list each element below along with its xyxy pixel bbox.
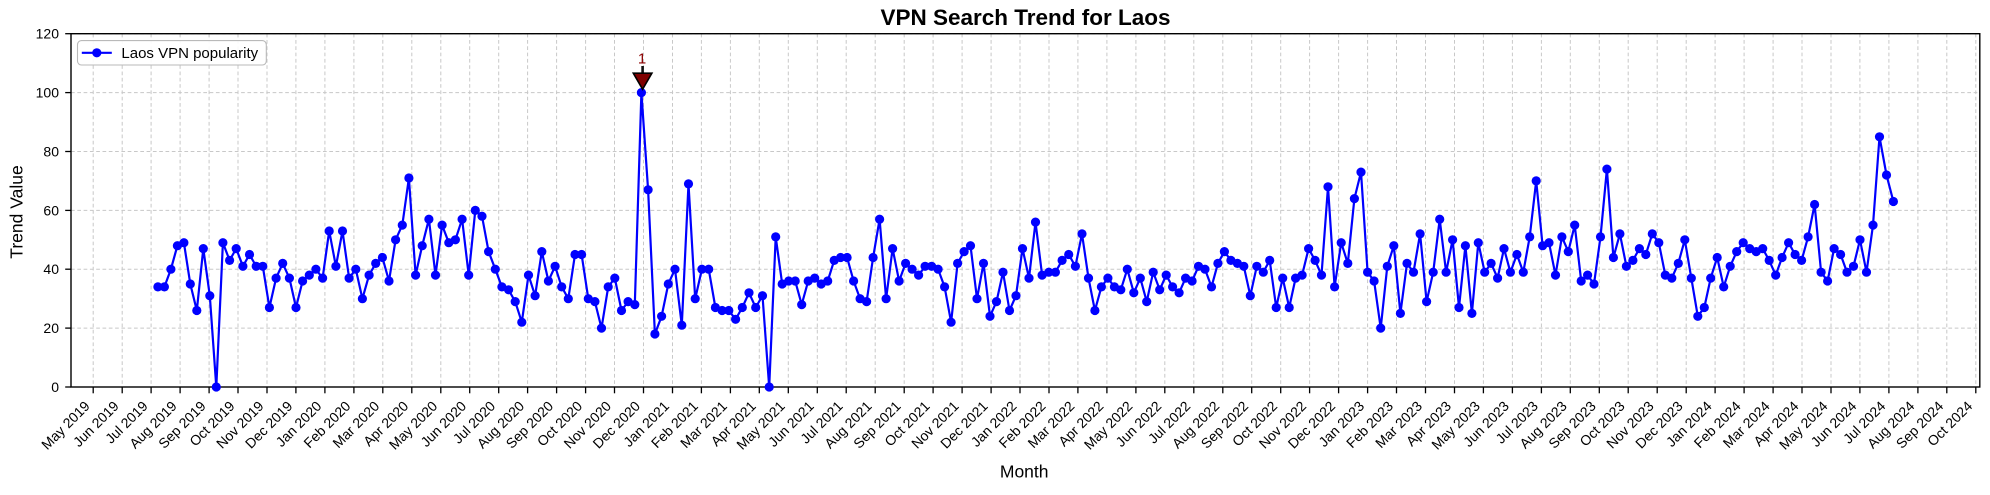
svg-text:100: 100 bbox=[36, 85, 60, 101]
svg-text:40: 40 bbox=[43, 261, 59, 277]
svg-text:20: 20 bbox=[43, 320, 59, 336]
svg-text:1: 1 bbox=[638, 50, 646, 67]
svg-text:120: 120 bbox=[36, 26, 60, 42]
svg-text:0: 0 bbox=[51, 379, 59, 395]
svg-text:Laos VPN popularity: Laos VPN popularity bbox=[121, 45, 258, 62]
svg-text:Month: Month bbox=[1000, 462, 1049, 482]
svg-text:Trend Value: Trend Value bbox=[7, 165, 27, 258]
svg-text:60: 60 bbox=[43, 202, 59, 218]
svg-text:80: 80 bbox=[43, 143, 59, 159]
svg-text:VPN Search Trend for Laos: VPN Search Trend for Laos bbox=[880, 5, 1170, 30]
